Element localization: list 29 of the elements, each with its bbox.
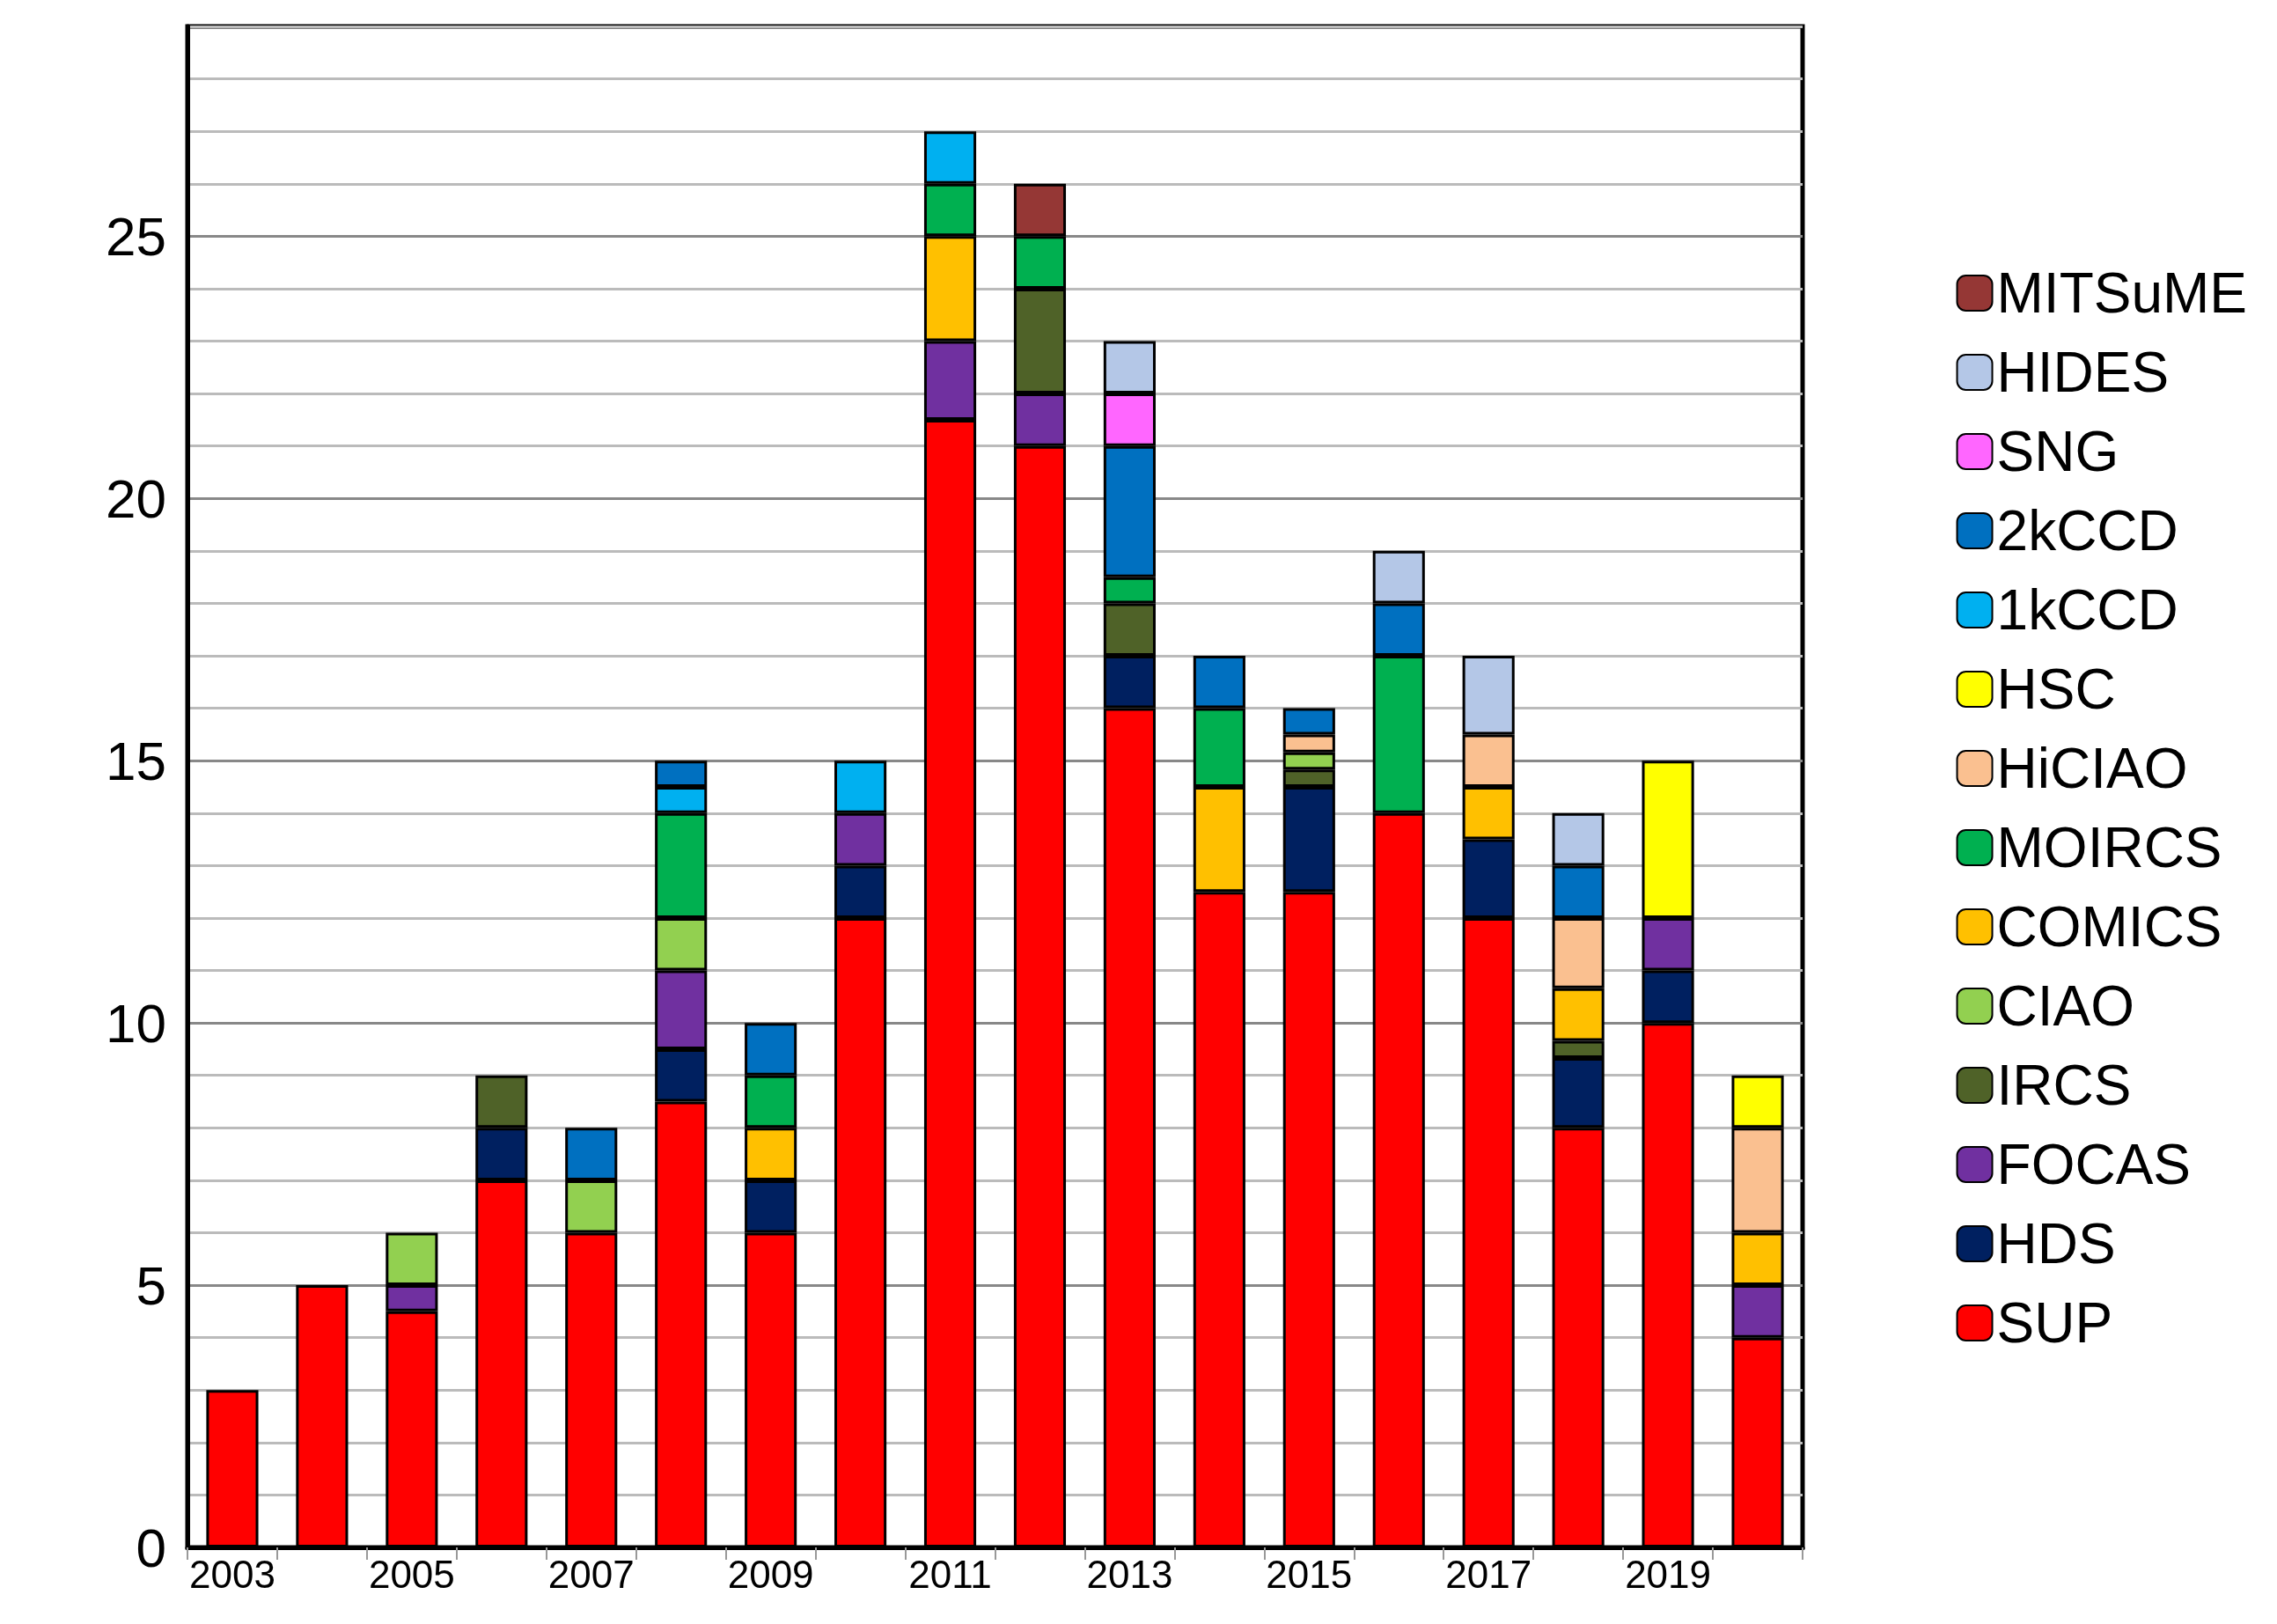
- x-tick-label: 2019: [1625, 1552, 1712, 1596]
- x-tick-label: 2017: [1445, 1552, 1532, 1596]
- y-tick-label: 0: [136, 1517, 166, 1578]
- legend-label: FOCAS: [1996, 1133, 2191, 1196]
- y-tick-label: 15: [106, 730, 166, 791]
- legend-label: SUP: [1996, 1291, 2113, 1355]
- x-tick-label: 2003: [189, 1552, 275, 1596]
- legend-label: SNG: [1996, 420, 2119, 483]
- x-tick-label: 2009: [727, 1552, 814, 1596]
- legend-label: HDS: [1996, 1212, 2116, 1275]
- x-tick-label: 2007: [547, 1552, 635, 1596]
- y-tick-label: 25: [106, 205, 166, 267]
- x-tick-label: 2013: [1086, 1552, 1173, 1596]
- x-tick-label: 2015: [1266, 1552, 1353, 1596]
- legend-label: HiCIAO: [1996, 737, 2188, 800]
- x-tick-label: 2011: [908, 1552, 992, 1596]
- legend-label: MITSuME: [1996, 261, 2247, 325]
- legend-label: HIDES: [1996, 341, 2170, 404]
- legend-label: 1kCCD: [1996, 578, 2178, 642]
- legend-label: 2kCCD: [1996, 499, 2178, 562]
- legend-label: IRCS: [1996, 1054, 2132, 1117]
- x-tick-label: 2005: [368, 1552, 455, 1596]
- legend-label: CIAO: [1996, 974, 2134, 1038]
- legend-label: COMICS: [1996, 895, 2222, 959]
- y-tick-label: 20: [106, 467, 166, 529]
- legend-label: MOIRCS: [1996, 816, 2222, 879]
- y-tick-label: 10: [106, 992, 166, 1054]
- y-tick-label: 5: [136, 1254, 166, 1316]
- legend-label: HSC: [1996, 658, 2116, 721]
